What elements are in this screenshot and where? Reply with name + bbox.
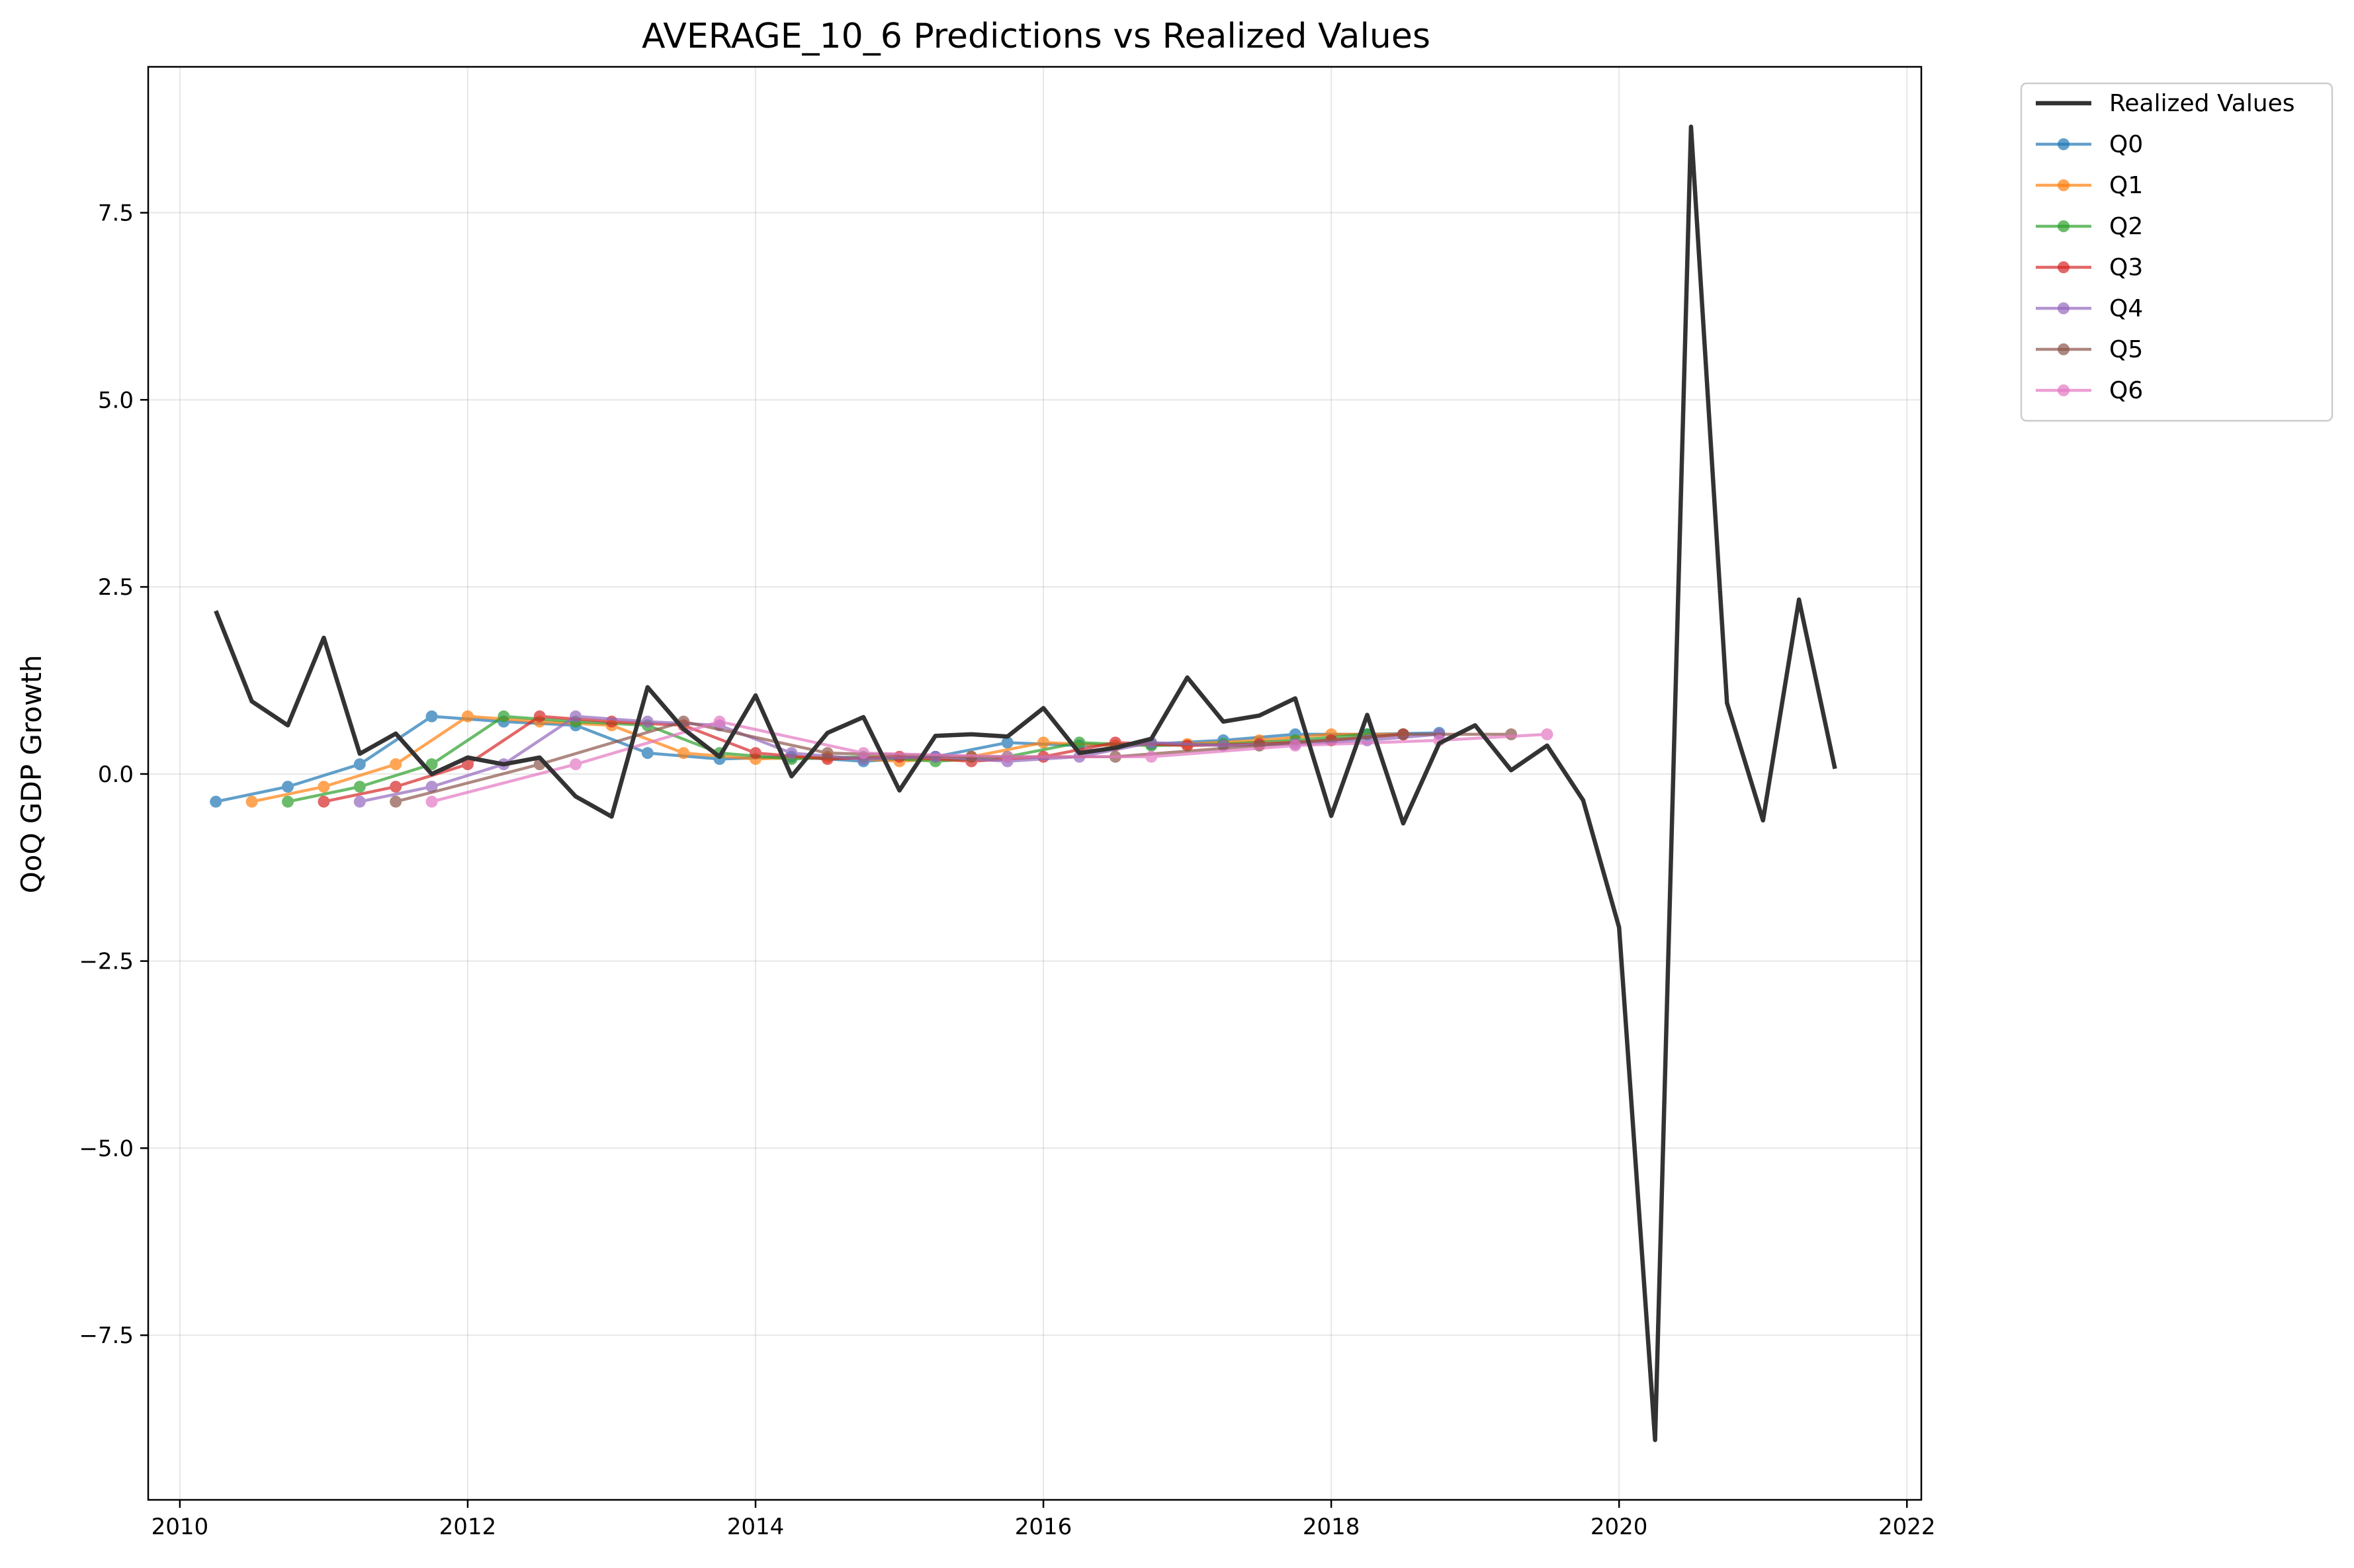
- series-point: [210, 795, 222, 808]
- x-tick-label: 2012: [439, 1514, 497, 1540]
- realized-values-line: [214, 124, 1837, 1442]
- series-point: [1289, 739, 1301, 752]
- y-tick-label: −5.0: [79, 1135, 134, 1162]
- legend-label: Q4: [2109, 295, 2143, 322]
- series-point: [1001, 736, 1014, 749]
- series-point: [677, 747, 690, 760]
- legend-entry: Q5: [2036, 336, 2143, 363]
- grid: [148, 67, 1921, 1500]
- series-point: [1505, 728, 1518, 740]
- series-point: [318, 795, 330, 808]
- legend-label: Q6: [2109, 377, 2143, 404]
- y-axis-label: QoQ GDP Growth: [15, 655, 48, 894]
- series-point: [1037, 736, 1050, 749]
- series-point: [282, 795, 294, 808]
- series-point: [785, 747, 798, 760]
- y-tick-label: 0.0: [98, 762, 134, 788]
- series-point: [318, 781, 330, 793]
- series-point: [713, 715, 726, 728]
- series-point: [353, 781, 366, 793]
- series-point: [1001, 750, 1014, 763]
- series-point: [1145, 750, 1158, 763]
- series-point: [461, 758, 474, 771]
- legend-label: Q0: [2109, 131, 2143, 158]
- legend-box: [2020, 82, 2333, 422]
- series-point: [245, 795, 258, 808]
- legend-entry: Q3: [2036, 254, 2143, 281]
- legend-swatch-marker: [2058, 302, 2070, 314]
- legend-label: Q2: [2109, 213, 2143, 240]
- series-point: [1541, 728, 1553, 740]
- series-clip-group: [210, 124, 1837, 1442]
- axis-ticks: 2010 2012 2014 2016 2018 2020 2022 −7.5 −5.0 −2.5…: [79, 200, 1935, 1540]
- x-tick-label: 2022: [1878, 1514, 1936, 1540]
- series-point: [425, 710, 438, 722]
- legend-entry: Q1: [2036, 172, 2143, 199]
- legend-swatch-marker: [2058, 179, 2070, 191]
- series-point: [1073, 736, 1086, 749]
- series-point: [570, 758, 582, 771]
- y-tick-label: 5.0: [98, 387, 134, 414]
- series-point: [425, 758, 438, 771]
- series-point: [282, 781, 294, 793]
- series-layer: [210, 124, 1837, 1442]
- x-tick-label: 2016: [1015, 1514, 1072, 1540]
- x-tick-label: 2018: [1303, 1514, 1360, 1540]
- series-point: [353, 758, 366, 771]
- series-point: [461, 710, 474, 722]
- series-point: [425, 795, 438, 808]
- legend-label: Q1: [2109, 172, 2143, 199]
- legend-entry: Q4: [2036, 295, 2143, 322]
- x-tick-label: 2020: [1591, 1514, 1648, 1540]
- legend-swatch-marker: [2058, 384, 2070, 396]
- y-tick-label: −2.5: [79, 949, 134, 975]
- series-point: [857, 747, 870, 760]
- legend-label: Q3: [2109, 254, 2143, 281]
- series-point: [641, 747, 654, 760]
- chart-title: AVERAGE_10_6 Predictions vs Realized Val…: [642, 17, 1430, 56]
- series-point: [641, 715, 654, 728]
- series-point: [570, 710, 582, 722]
- series-point: [498, 710, 510, 722]
- legend-swatch-marker: [2058, 220, 2070, 232]
- legend-entry: Q6: [2036, 377, 2143, 404]
- x-tick-label: 2010: [152, 1514, 209, 1540]
- series-point: [390, 795, 402, 808]
- series-point: [390, 758, 402, 771]
- series-point: [390, 781, 402, 793]
- legend-label: Q5: [2109, 336, 2143, 363]
- x-tick-label: 2014: [727, 1514, 785, 1540]
- series-point: [1397, 728, 1409, 740]
- series-point: [425, 781, 438, 793]
- series-point: [533, 710, 546, 722]
- legend: Realized Values Q0 Q1 Q2 Q3 Q4 Q5 Q6: [2020, 82, 2333, 422]
- y-tick-label: −7.5: [79, 1323, 134, 1349]
- y-tick-label: 2.5: [98, 574, 134, 601]
- legend-swatch-marker: [2058, 138, 2070, 150]
- series-point: [749, 747, 762, 760]
- legend-entry: Realized Values: [2036, 90, 2295, 117]
- plot-frame: [147, 65, 1923, 1501]
- series-point: [821, 747, 834, 760]
- legend-label: Realized Values: [2109, 90, 2295, 117]
- legend-swatch-marker: [2058, 343, 2070, 355]
- y-tick-label: 7.5: [98, 200, 134, 227]
- legend-entry: Q2: [2036, 213, 2143, 240]
- legend-swatch-marker: [2058, 261, 2070, 273]
- legend-entry: Q0: [2036, 131, 2143, 158]
- series-point: [353, 795, 366, 808]
